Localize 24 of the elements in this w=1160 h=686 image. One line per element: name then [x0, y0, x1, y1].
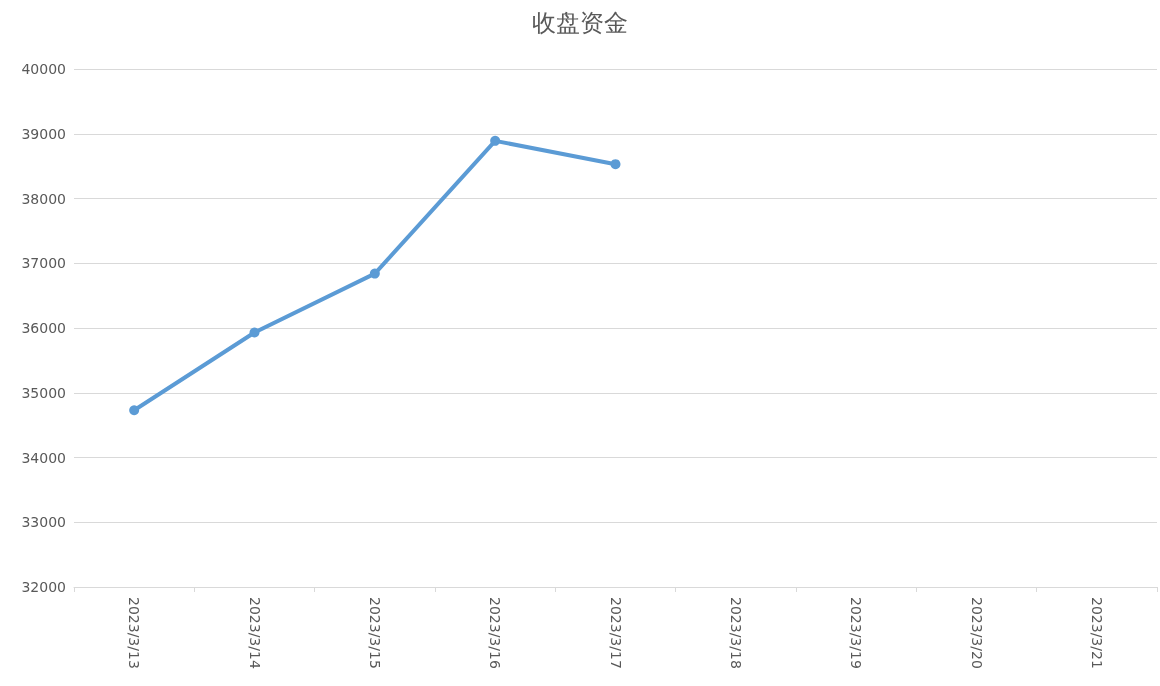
x-tick-label: 2023/3/19: [848, 597, 865, 669]
y-tick-label: 40000: [21, 61, 66, 77]
point: [610, 159, 621, 170]
x-tick-label: 2023/3/18: [727, 597, 744, 669]
y-tick-label: 32000: [21, 579, 66, 595]
y-tick-label: 34000: [21, 449, 66, 466]
y-tick-label: 39000: [21, 125, 66, 142]
y-tick-label: 37000: [21, 255, 66, 272]
x-tick-label: 2023/3/20: [968, 597, 985, 669]
y-tick-label: 33000: [21, 514, 66, 531]
y-tick-label: 38000: [21, 190, 66, 207]
y-tick-label: 35000: [21, 384, 66, 401]
y-tick-label: 36000: [21, 320, 66, 336]
x-tick-label: 2023/3/13: [126, 597, 143, 669]
point: [249, 327, 260, 338]
x-tick-label: 2023/3/16: [487, 597, 504, 669]
point: [129, 405, 140, 416]
point: [490, 135, 501, 146]
x-tick-label: 2023/3/14: [246, 597, 263, 669]
x-tick-label: 2023/3/15: [366, 597, 383, 669]
chart-title: 收盘资金: [532, 9, 628, 37]
x-tick-label: 2023/3/17: [607, 597, 624, 669]
x-tick-label: 2023/3/21: [1088, 597, 1105, 669]
point: [369, 268, 380, 279]
